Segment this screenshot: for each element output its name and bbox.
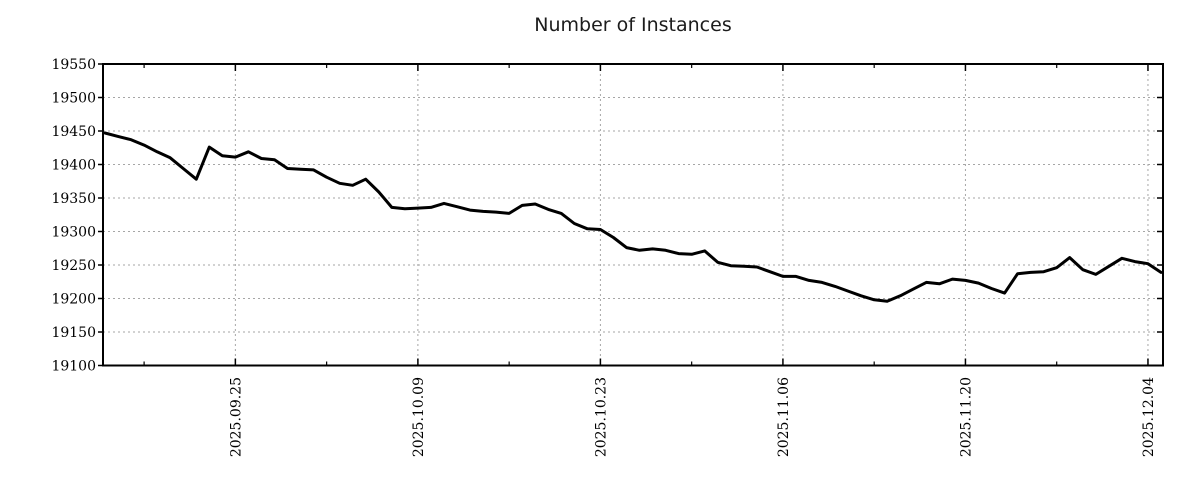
svg-text:19400: 19400 <box>51 158 96 174</box>
svg-text:19300: 19300 <box>51 225 96 241</box>
svg-text:2025.11.06: 2025.11.06 <box>776 377 792 457</box>
svg-text:2025.10.23: 2025.10.23 <box>593 377 609 457</box>
svg-text:2025.11.20: 2025.11.20 <box>958 377 974 457</box>
svg-text:19350: 19350 <box>51 191 96 207</box>
svg-text:19200: 19200 <box>51 292 96 308</box>
svg-text:19500: 19500 <box>51 91 96 107</box>
svg-text:19550: 19550 <box>51 57 96 73</box>
svg-text:2025.10.09: 2025.10.09 <box>411 377 427 457</box>
svg-text:19150: 19150 <box>51 325 96 341</box>
svg-text:19250: 19250 <box>51 258 96 274</box>
svg-text:2025.09.25: 2025.09.25 <box>228 377 244 457</box>
svg-text:2025.12.04: 2025.12.04 <box>1141 377 1157 457</box>
chart-title: Number of Instances <box>534 14 732 36</box>
svg-text:19100: 19100 <box>51 359 96 375</box>
svg-text:19450: 19450 <box>51 124 96 140</box>
